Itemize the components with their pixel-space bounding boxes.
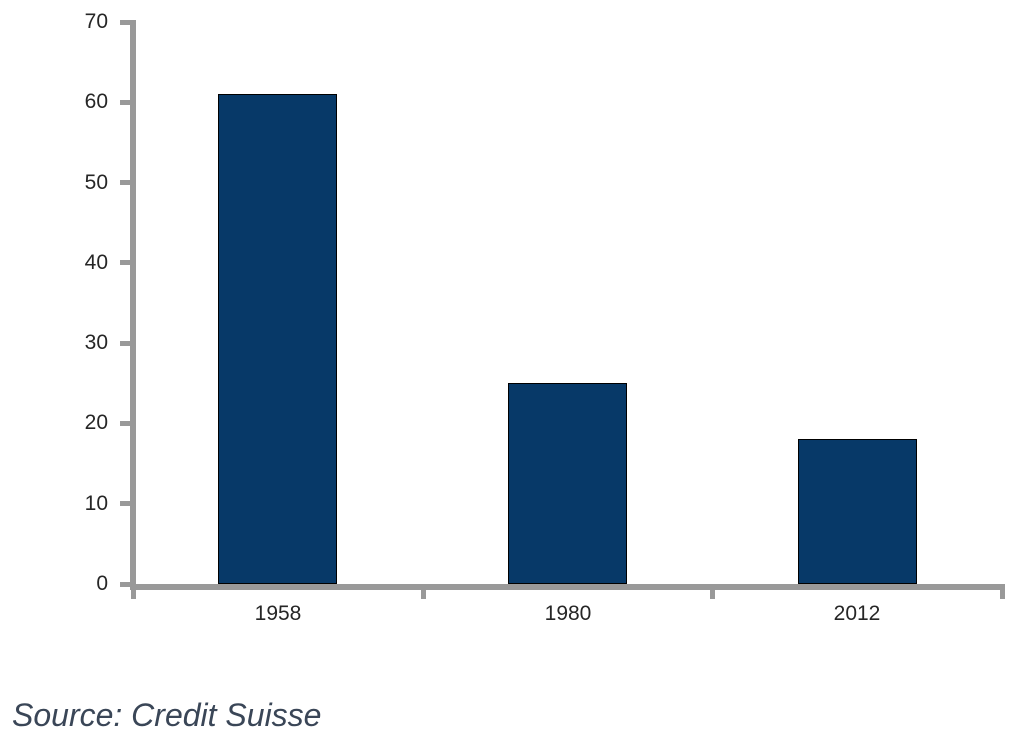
bar-2012 <box>798 439 917 584</box>
y-tick-label: 0 <box>96 572 108 595</box>
source-note: Source: Credit Suisse <box>12 697 322 733</box>
x-tick-label: 2012 <box>833 602 881 625</box>
bar-1958 <box>218 94 337 584</box>
y-axis-line <box>130 20 136 590</box>
y-tick-label: 30 <box>84 331 108 354</box>
y-tick-label: 50 <box>84 171 108 194</box>
y-tick-mark <box>120 341 130 346</box>
y-tick-mark <box>120 100 130 105</box>
y-tick-mark <box>120 180 130 185</box>
x-tick-mark <box>420 584 426 599</box>
y-tick-mark <box>120 582 130 587</box>
y-tick-label: 60 <box>84 90 108 113</box>
y-tick-mark <box>120 260 130 265</box>
x-axis-line <box>130 584 1005 590</box>
x-tick-label: 1958 <box>254 602 302 625</box>
x-tick-mark <box>999 584 1005 599</box>
x-tick-mark <box>130 584 136 599</box>
y-tick-mark <box>120 20 130 25</box>
x-tick-mark <box>709 584 715 599</box>
y-tick-label: 20 <box>84 411 108 434</box>
y-tick-label: 70 <box>84 10 108 33</box>
y-tick-label: 10 <box>84 492 108 515</box>
x-tick-label: 1980 <box>544 602 592 625</box>
y-tick-label: 40 <box>84 251 108 274</box>
bar-1980 <box>508 383 627 584</box>
y-tick-mark <box>120 421 130 426</box>
y-tick-mark <box>120 501 130 506</box>
bar-chart: 0 10 20 30 40 50 60 70 1958 1980 2012 <box>84 10 1005 625</box>
